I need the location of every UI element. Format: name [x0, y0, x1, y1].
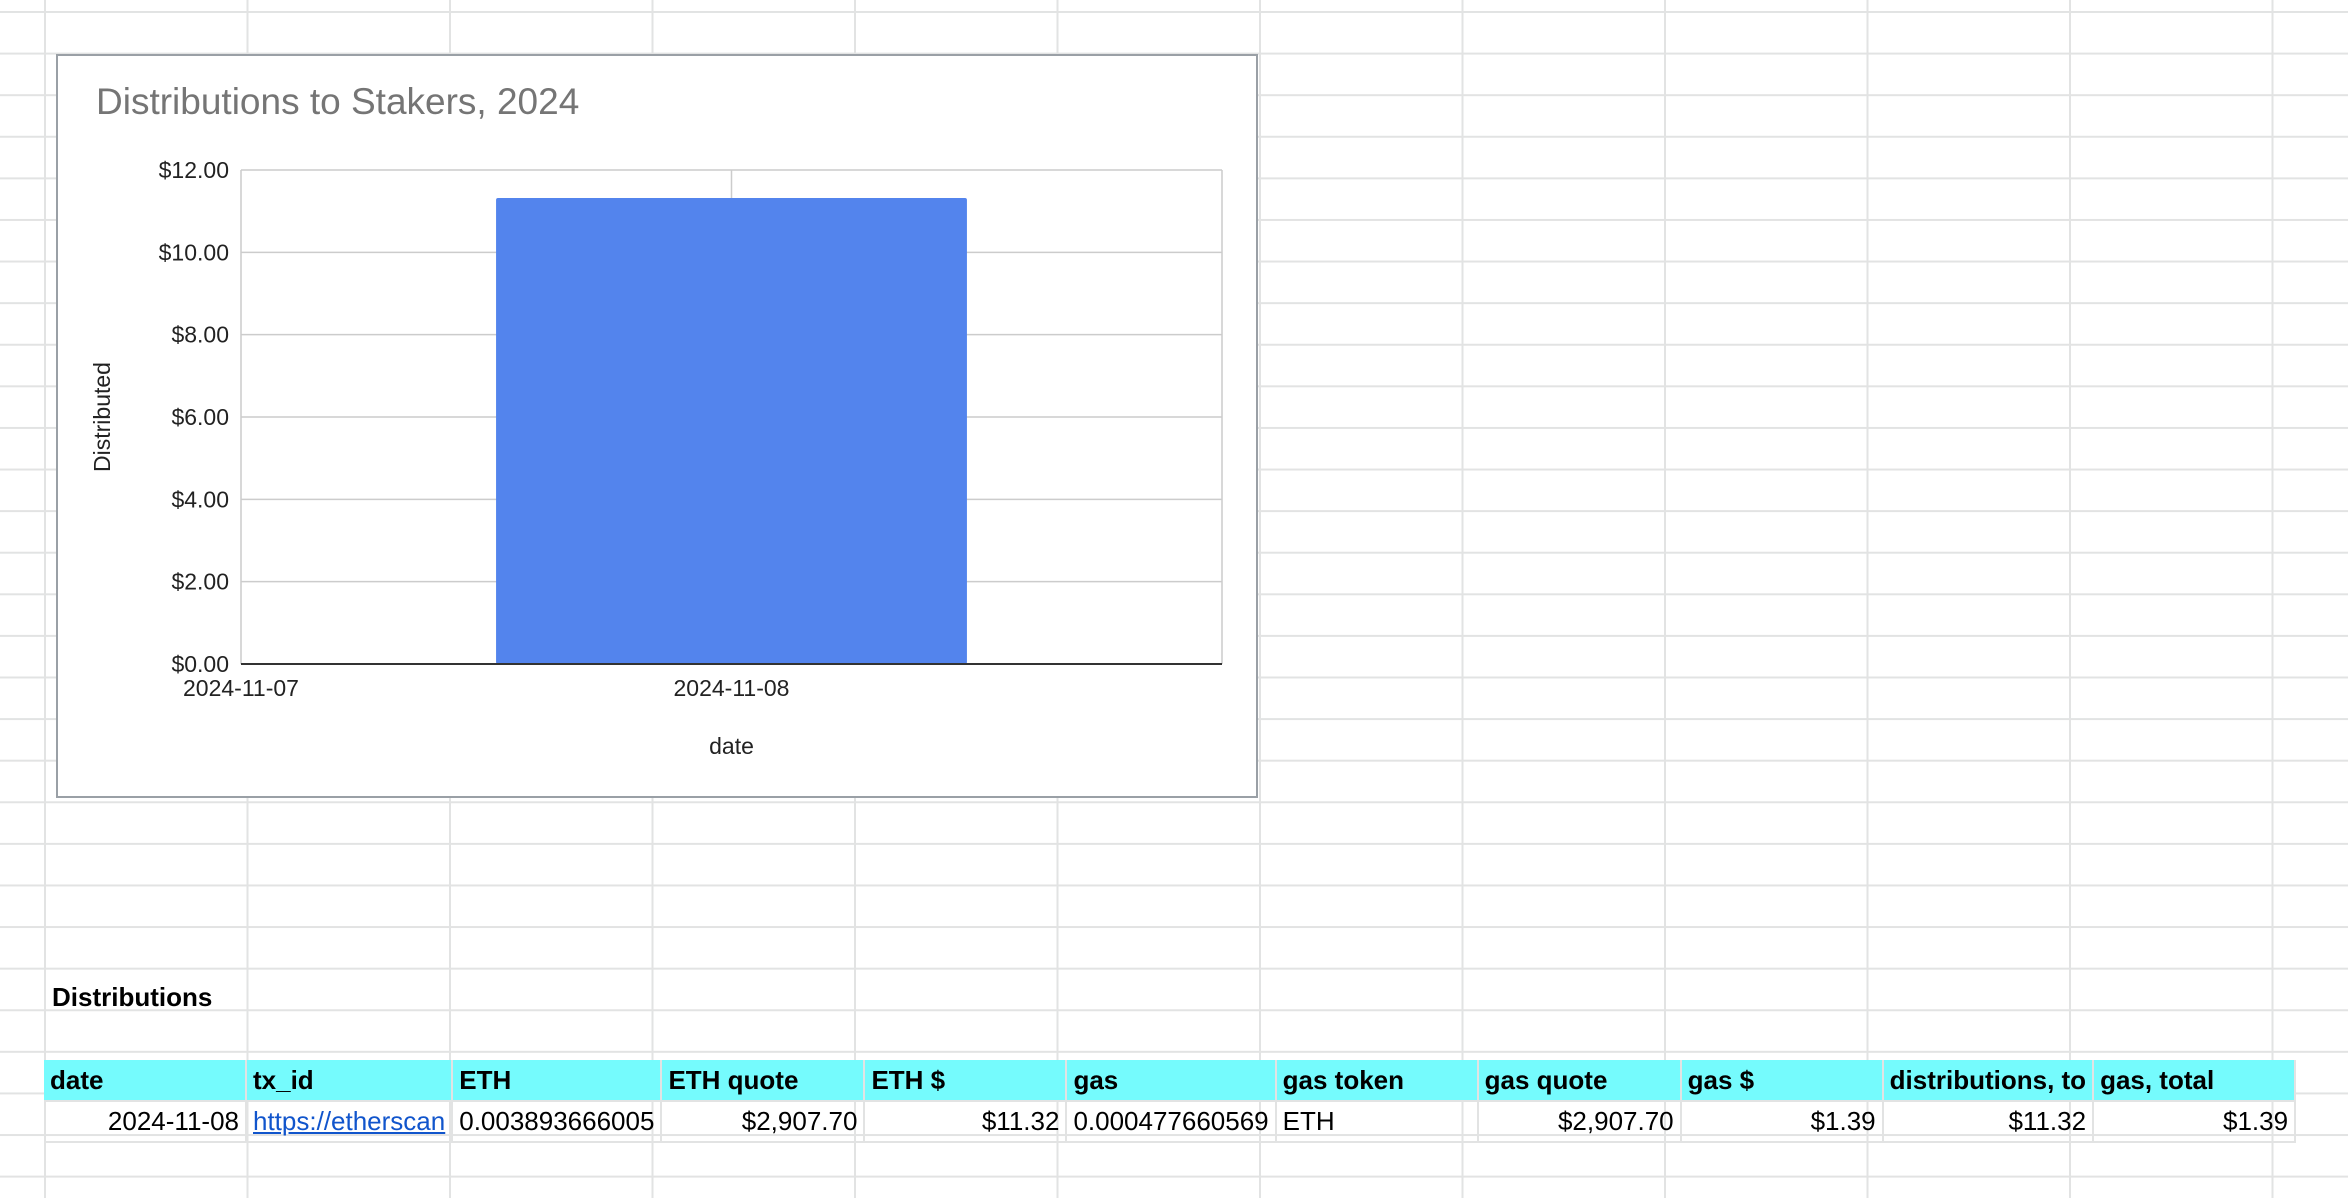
cell-gas-token[interactable]: ETH: [1276, 1101, 1478, 1142]
header-distributions-total[interactable]: distributions, to: [1883, 1060, 2093, 1101]
y-tick-label: $6.00: [171, 404, 229, 430]
cell-eth-quote[interactable]: $2,907.70: [661, 1101, 864, 1142]
y-tick-label: $10.00: [159, 239, 229, 265]
header-gas[interactable]: gas: [1066, 1060, 1275, 1101]
y-axis-title: Distributed: [89, 362, 115, 472]
cell-gas[interactable]: 0.000477660569: [1066, 1101, 1275, 1142]
y-tick-label: $8.00: [171, 322, 229, 348]
cell-gas-quote[interactable]: $2,907.70: [1478, 1101, 1681, 1142]
cell-distributions-total[interactable]: $11.32: [1883, 1101, 2093, 1142]
table-row: 2024-11-08 https://etherscan 0.003893666…: [44, 1101, 2295, 1142]
header-tx-id[interactable]: tx_id: [246, 1060, 452, 1101]
chart-title: Distributions to Stakers, 2024: [96, 81, 579, 122]
bars: [241, 198, 1222, 664]
cell-eth[interactable]: 0.003893666005: [452, 1101, 661, 1142]
x-tick-label: 2024-11-08: [674, 675, 790, 701]
x-tick-labels: 2024-11-07 2024-11-08: [183, 675, 789, 701]
header-gas-total[interactable]: gas, total: [2093, 1060, 2295, 1101]
y-tick-label: $2.00: [171, 569, 229, 595]
cell-gas-total[interactable]: $1.39: [2093, 1101, 2295, 1142]
header-gas-quote[interactable]: gas quote: [1478, 1060, 1681, 1101]
x-axis-title: date: [709, 733, 754, 759]
cell-date[interactable]: 2024-11-08: [44, 1101, 246, 1142]
cell-gas-usd[interactable]: $1.39: [1681, 1101, 1883, 1142]
header-gas-usd[interactable]: gas $: [1681, 1060, 1883, 1101]
section-title: Distributions: [52, 982, 212, 1013]
bar-chart[interactable]: Distributions to Stakers, 2024 $0.00 $2.0…: [56, 54, 1258, 798]
y-tick-label: $4.00: [171, 486, 229, 512]
header-eth-usd[interactable]: ETH $: [864, 1060, 1066, 1101]
header-date[interactable]: date: [44, 1060, 246, 1101]
x-tick-label: 2024-11-07: [183, 675, 299, 701]
y-tick-labels: $0.00 $2.00 $4.00 $6.00 $8.00 $10.00 $12.00: [159, 157, 229, 677]
y-tick-label: $12.00: [159, 157, 229, 183]
distributions-table: date tx_id ETH ETH quote ETH $ gas gas t…: [44, 1060, 2296, 1143]
header-eth[interactable]: ETH: [452, 1060, 661, 1101]
cell-eth-usd[interactable]: $11.32: [864, 1101, 1066, 1142]
y-tick-label: $0.00: [171, 651, 229, 677]
table-header-row: date tx_id ETH ETH quote ETH $ gas gas t…: [44, 1060, 2295, 1101]
bar[interactable]: [496, 198, 967, 664]
header-gas-token[interactable]: gas token: [1276, 1060, 1478, 1101]
cell-tx-link[interactable]: https://etherscan: [246, 1101, 452, 1142]
header-eth-quote[interactable]: ETH quote: [661, 1060, 864, 1101]
chart-svg: Distributions to Stakers, 2024 $0.00 $2.0…: [58, 56, 1256, 796]
